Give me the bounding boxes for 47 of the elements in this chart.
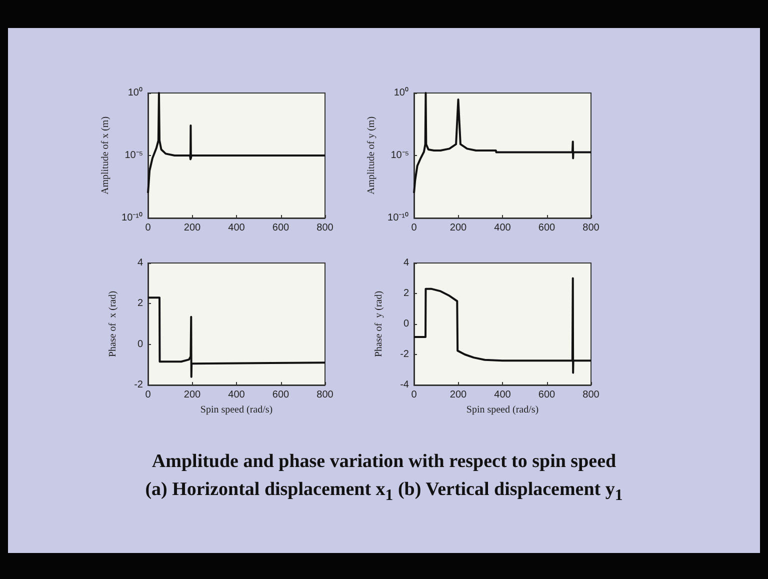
y-tick-label: 10⁰ bbox=[128, 86, 143, 98]
y-axis-title: Phase of y (rad) bbox=[374, 290, 384, 358]
x-tick-label: 0 bbox=[145, 390, 152, 400]
y-tick-label: 10⁻⁵ bbox=[390, 150, 409, 161]
x-tick-label: 200 bbox=[450, 222, 468, 234]
x-tick-label: 0 bbox=[145, 222, 152, 234]
x-tick-label: 0 bbox=[411, 222, 418, 234]
y-tick-label: 10⁻¹⁰ bbox=[122, 212, 143, 224]
y-tick-label: 10⁻⁵ bbox=[124, 150, 143, 161]
x-tick-label: 0 bbox=[411, 390, 418, 400]
x-tick-label: 200 bbox=[184, 390, 202, 400]
x-axis-title: Spin speed (rad/s) bbox=[466, 404, 539, 416]
y-tick-label: 4 bbox=[137, 258, 144, 268]
x-tick-label: 600 bbox=[272, 222, 290, 234]
x-tick-label: 800 bbox=[582, 222, 600, 234]
x-tick-label: 800 bbox=[316, 390, 334, 400]
y-axis-title: Amplitude of y (m) bbox=[366, 116, 378, 195]
text: Amplitude and phase variation with respect to spin speed bbox=[152, 451, 616, 472]
x-tick-label: 800 bbox=[316, 222, 334, 234]
y-tick-label: 10⁻¹⁰ bbox=[388, 212, 409, 224]
x-tick-label: 400 bbox=[228, 390, 246, 400]
y-tick-label: 0 bbox=[137, 338, 144, 350]
x-tick-label: 600 bbox=[538, 222, 556, 234]
y-tick-label: 4 bbox=[403, 258, 410, 268]
y-tick-label: 0 bbox=[403, 318, 410, 330]
y-tick-label: -2 bbox=[134, 380, 144, 390]
y-tick-label: 2 bbox=[403, 288, 410, 299]
y-axis-title: Amplitude of x (m) bbox=[100, 116, 112, 195]
y-tick-label: -2 bbox=[400, 349, 410, 360]
x-tick-label: 200 bbox=[184, 222, 202, 234]
x-tick-label: 400 bbox=[494, 390, 512, 400]
line-series bbox=[413, 277, 592, 374]
x-axis-title: Spin speed (rad/s) bbox=[200, 404, 273, 416]
x-tick-label: 600 bbox=[272, 390, 290, 400]
x-tick-label: 200 bbox=[450, 390, 468, 400]
x-tick-label: 400 bbox=[494, 222, 512, 234]
line-series bbox=[147, 92, 326, 194]
x-tick-label: 600 bbox=[538, 390, 556, 400]
line-series bbox=[413, 92, 592, 194]
y-tick-label: 10⁰ bbox=[394, 86, 409, 98]
x-tick-label: 800 bbox=[582, 390, 600, 400]
x-tick-label: 400 bbox=[228, 222, 246, 234]
text: (a) Horizontal displacement x$_{1}$ (b) Vertical displacement y$_{1}$ bbox=[145, 479, 623, 504]
y-tick-label: 2 bbox=[137, 298, 144, 310]
y-axis-title: Phase of x (rad) bbox=[108, 290, 118, 358]
y-tick-label: -4 bbox=[400, 380, 410, 390]
line-series bbox=[147, 296, 326, 378]
